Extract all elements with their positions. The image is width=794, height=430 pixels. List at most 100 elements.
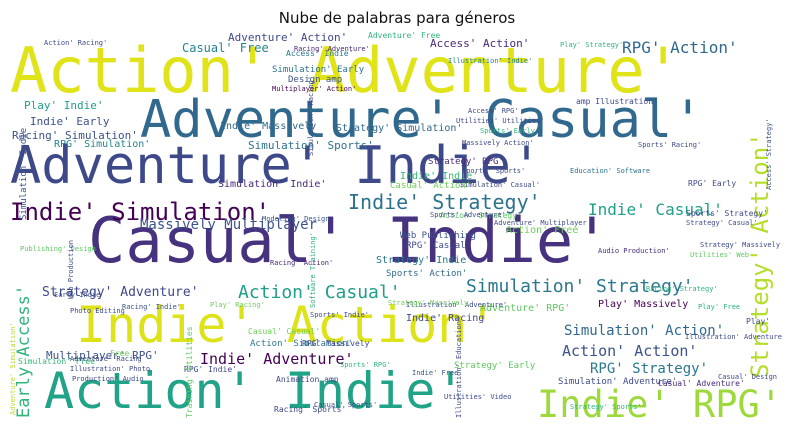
cloud-word: Play' Strategy': [560, 41, 624, 49]
cloud-word: Software Training': [309, 232, 317, 308]
cloud-word: Action' Simulation': [250, 339, 353, 349]
cloud-word: Sports' Adventure': [430, 211, 506, 219]
cloud-word: Audio Production': [598, 247, 670, 255]
cloud-word: Training' Utilities: [185, 326, 194, 418]
cloud-word: Adventure' Free: [368, 32, 441, 40]
cloud-word: Illustration' Photo: [70, 365, 151, 373]
cloud-word: Sports' Sports': [462, 167, 526, 175]
cloud-word: Adventure' Simulation': [10, 322, 17, 415]
cloud-word: Indie' Adventure': [200, 350, 354, 368]
cloud-word: Action' Adventure': [10, 34, 682, 107]
cloud-word: Adventure' Indie': [10, 136, 543, 196]
cloud-word: Photo Editing: [70, 307, 125, 315]
cloud-word: Web Publishing: [400, 231, 476, 241]
cloud-word: Strategy' Massively: [388, 299, 469, 307]
cloud-word: Free: [110, 349, 130, 358]
cloud-word: Indie' Casual': [588, 200, 723, 219]
cloud-word: Indie' Strategy': [348, 190, 541, 214]
cloud-word: Racing' Sports': [274, 405, 347, 414]
cloud-word: Utilities' Video: [444, 393, 512, 401]
cloud-word: Casual' Indie': [88, 204, 611, 277]
cloud-word: Strategy' Indie': [376, 255, 473, 266]
cloud-word: Adventure' RPG': [480, 303, 571, 314]
cloud-word: Simulation' Indie': [218, 179, 327, 190]
cloud-word: Web Production: [67, 239, 75, 299]
cloud-word: Casual' Free: [182, 41, 269, 55]
cloud-word: Illustration' Adventure: [685, 333, 782, 341]
cloud-word: Simulation' Strategy': [466, 276, 694, 297]
cloud-word: Animation amp: [276, 375, 339, 384]
cloud-word: Play' Racing': [210, 301, 265, 309]
cloud-word: amp Illustration': [576, 97, 658, 106]
cloud-word: Racing' Adventure': [294, 45, 370, 53]
cloud-word: Play': [746, 317, 771, 326]
cloud-word: Play' Massively: [598, 299, 689, 310]
cloud-word: Indie' RPG': [537, 383, 783, 420]
cloud-word: Simulation' Early: [272, 65, 365, 75]
cloud-word: Modeling' Design: [262, 215, 330, 223]
cloud-word: Action' Action': [562, 342, 698, 360]
cloud-word: RPG' Strategy': [590, 361, 709, 377]
cloud-word: Education' Software: [570, 167, 651, 175]
cloud-word: Access' Indie': [286, 49, 354, 58]
cloud-word: Casual' Casual': [248, 327, 321, 336]
cloud-word: Casual' Adventure': [658, 379, 745, 388]
cloud-word: Strategy' Simulation': [336, 123, 463, 134]
cloud-word: Illustration' Adventure': [406, 301, 508, 309]
cloud-word: Strategy' Adventure': [42, 285, 199, 300]
cloud-word: Early Indie: [54, 291, 101, 299]
cloud-word: Adventure' Casual': [140, 90, 704, 150]
cloud-word: Massively Action': [462, 139, 534, 147]
word-cloud: Action' Adventure' Adventure' Casual' Adve…: [10, 32, 784, 420]
cloud-word: Indie' Free: [412, 369, 459, 377]
cloud-word: Utilities' Web: [690, 251, 750, 259]
cloud-word: Racing' Strategy': [646, 285, 718, 293]
cloud-word: RPG' Casual': [406, 241, 472, 251]
cloud-word: Play' Indie': [24, 99, 104, 112]
cloud-word: Sports' Early: [480, 127, 535, 135]
cloud-word: Action' Casual': [238, 282, 401, 303]
cloud-word: Action' Strategy': [440, 211, 522, 220]
cloud-word: Early Access': [14, 284, 34, 418]
cloud-word: RPG' Early: [688, 179, 737, 188]
cloud-word: Strategy' Massively: [700, 241, 781, 249]
cloud-word: Action' Racing': [44, 39, 108, 47]
cloud-word: Indie' Indie': [400, 171, 479, 182]
cloud-word: Strategy' Casual': [686, 219, 758, 227]
cloud-word: Sports' Racing': [638, 141, 702, 149]
cloud-word: RPG' Simulation': [54, 139, 151, 150]
cloud-word: Strategy' Early: [454, 361, 536, 371]
cloud-word: Racing' Indie': [122, 303, 182, 311]
cloud-word: Sports' Strategy': [686, 209, 768, 218]
cloud-word: Casual' Action': [390, 181, 472, 191]
cloud-word: Indie' Simulation': [10, 198, 271, 226]
cloud-word: Adventure' Racing: [70, 355, 142, 363]
cloud-word: Production' Audio: [72, 375, 144, 383]
cloud-word: Multiplayer' RPG': [46, 349, 159, 362]
cloud-word: Simulation' Racing': [307, 75, 315, 156]
cloud-word: Indie' Action': [76, 296, 498, 354]
cloud-word: Casual' Design: [718, 373, 778, 381]
cloud-word: Indie' Early: [30, 115, 110, 128]
cloud-word: Simulation' Action': [564, 323, 725, 339]
cloud-word: Simulation' Indie: [19, 127, 29, 220]
cloud-word: Multiplayer' Action': [272, 85, 357, 93]
cloud-word: Play' Free: [698, 303, 741, 311]
cloud-word: Action' Indie': [44, 362, 466, 420]
cloud-word: Indie' Massively: [220, 121, 317, 132]
cloud-word: Sports' RPG': [340, 361, 391, 369]
cloud-word: Indie' Racing: [406, 313, 485, 324]
cloud-word: Sports' Action': [386, 269, 468, 279]
cloud-word: Strategy' Sports': [570, 403, 642, 411]
cloud-word: Adventure' Multiplayer: [494, 219, 587, 227]
cloud-word: Strategy' RPG': [428, 157, 504, 167]
cloud-word: Massively Multiplayer: [140, 217, 318, 233]
chart-title: Nube de palabras para géneros: [278, 9, 516, 27]
cloud-word: Access' Strategy': [765, 118, 773, 190]
cloud-word: Simulation' Sports': [248, 139, 374, 152]
cloud-word: RPG' Action': [622, 38, 738, 57]
cloud-word: Illustration' Education': [455, 316, 463, 418]
cloud-word: Casual' Sports': [314, 401, 378, 409]
cloud-word: Illustration' Indie': [448, 57, 533, 65]
cloud-word: Design amp: [288, 75, 343, 85]
